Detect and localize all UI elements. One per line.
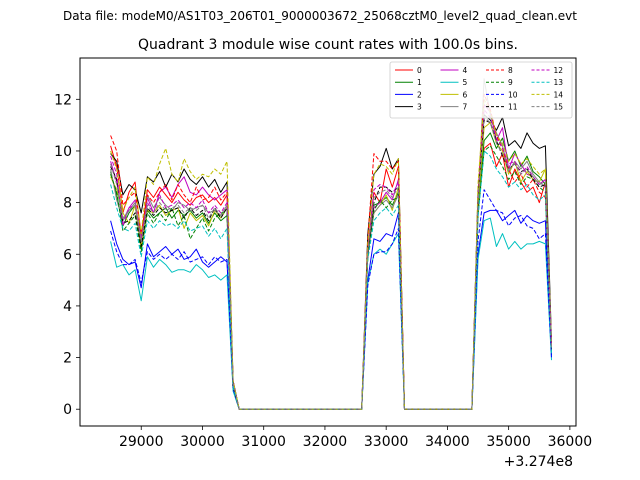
y-tick-label: 12 [54, 92, 72, 108]
series-line-6 [110, 122, 552, 410]
series-line-0 [110, 142, 552, 410]
x-tick-label: 34000 [425, 434, 470, 450]
series-line-3 [110, 114, 552, 410]
legend-label-2: 2 [417, 90, 422, 99]
y-tick-label: 2 [63, 351, 72, 367]
legend-label-0: 0 [417, 66, 422, 75]
x-tick-label: 35000 [486, 434, 531, 450]
legend-label-7: 7 [463, 103, 468, 112]
y-tick-label: 6 [63, 247, 72, 263]
y-axis: 0 2 4 6 8 10 12 [54, 92, 80, 418]
x-offset-label: +3.274e8 [504, 454, 573, 470]
series-line-13 [110, 150, 552, 410]
series-line-2 [110, 209, 552, 410]
series-line-9 [110, 145, 552, 410]
x-tick-label: 33000 [364, 434, 409, 450]
x-tick-label: 31000 [241, 434, 286, 450]
series-line-1 [110, 132, 552, 410]
series-line-8 [110, 93, 552, 410]
series-line-5 [110, 217, 552, 410]
x-tick-label: 29000 [119, 434, 164, 450]
y-tick-label: 4 [63, 299, 72, 315]
x-tick-label: 36000 [548, 434, 593, 450]
legend-label-9: 9 [508, 78, 513, 87]
series-line-4 [110, 104, 552, 410]
series-line-15 [110, 116, 552, 410]
legend-label-3: 3 [417, 103, 422, 112]
x-tick-label: 30000 [180, 434, 225, 450]
legend-label-11: 11 [508, 103, 518, 112]
series-line-14 [110, 98, 552, 410]
plot-area [79, 57, 577, 427]
series-line-11 [110, 119, 552, 410]
series-lines [110, 78, 552, 410]
chart-title: Quadrant 3 module wise count rates with … [138, 37, 518, 53]
x-axis: 29000 30000 31000 32000 33000 34000 35000 36000 [119, 426, 592, 450]
legend-label-10: 10 [508, 90, 518, 99]
legend-label-12: 12 [554, 66, 564, 75]
legend-label-5: 5 [463, 78, 468, 87]
legend-box [389, 61, 573, 119]
x-tick-label: 32000 [303, 434, 348, 450]
legend-label-4: 4 [463, 66, 468, 75]
chart-suptitle: Data file: modeM0/AS1T03_206T01_90000036… [63, 9, 577, 23]
legend-label-13: 13 [554, 78, 564, 87]
y-tick-label: 10 [54, 144, 72, 160]
series-line-7 [110, 78, 552, 410]
y-tick-label: 8 [63, 196, 72, 212]
legend-label-14: 14 [554, 90, 564, 99]
legend-label-15: 15 [554, 103, 564, 112]
legend-label-8: 8 [508, 66, 513, 75]
y-tick-label: 0 [63, 402, 72, 418]
series-line-12 [110, 109, 552, 410]
legend-label-1: 1 [417, 78, 422, 87]
legend-label-6: 6 [463, 90, 468, 99]
